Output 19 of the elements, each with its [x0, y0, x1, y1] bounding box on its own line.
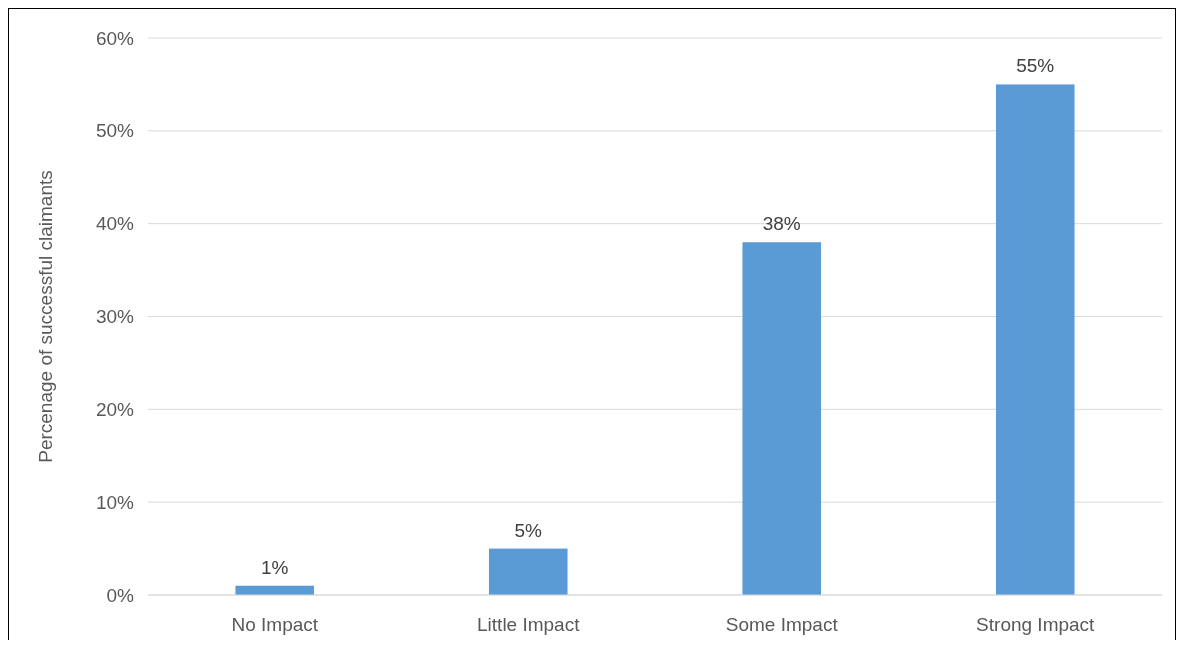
y-tick-label: 50%: [95, 120, 135, 142]
bar: [742, 242, 822, 595]
x-tick-label: No Impact: [231, 614, 319, 635]
y-tick-label: 30%: [95, 306, 135, 328]
y-tick-label: 10%: [95, 491, 135, 513]
data-label: 5%: [514, 519, 543, 541]
bar: [488, 548, 568, 595]
data-label: 38%: [762, 213, 801, 235]
y-tick-label: 40%: [95, 213, 135, 235]
x-tick-label: Strong Impact: [976, 614, 1096, 635]
x-tick-label: Little Impact: [477, 614, 581, 635]
data-label: 55%: [1016, 55, 1055, 77]
y-axis-title: Percenage of successful claimants: [35, 170, 56, 463]
x-tick-label: Some Impact: [725, 614, 839, 635]
y-tick-label: 60%: [95, 27, 135, 49]
bar: [995, 84, 1075, 595]
data-label: 1%: [261, 556, 289, 578]
y-tick-label: 0%: [106, 584, 135, 606]
y-tick-label: 20%: [95, 398, 135, 420]
